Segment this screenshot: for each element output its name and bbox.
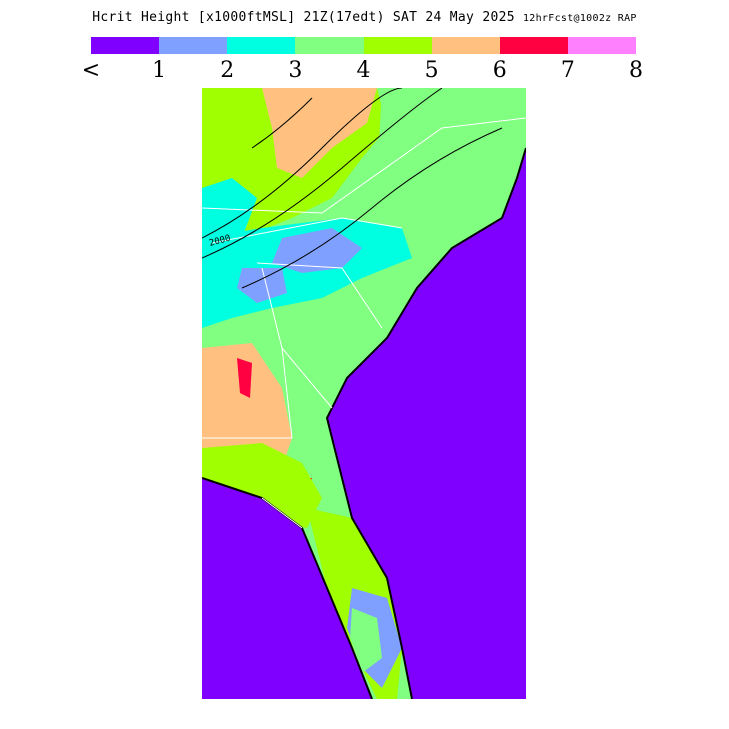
title-main: Hcrit Height [x1000ftMSL] 21Z(17edt) SAT…: [92, 10, 515, 25]
atlantic-ocean: [327, 88, 526, 699]
legend-swatch: [431, 37, 500, 54]
state-borders: [202, 117, 526, 529]
legend-swatch: [227, 37, 296, 54]
legend-swatch: [295, 37, 364, 54]
legend-swatch: [499, 37, 568, 54]
legend-tick-label: 5: [424, 58, 439, 83]
legend-swatch: [91, 37, 160, 54]
south-red-spot-1: [237, 358, 252, 398]
mountain-region-orange: [262, 88, 377, 178]
forecast-map: 2000: [202, 88, 526, 699]
legend-swatch: [363, 37, 432, 54]
legend-tick-label: 1: [152, 58, 167, 83]
coastline: [325, 147, 526, 699]
gulf-of-mexico: [202, 478, 372, 699]
legend-tick-label: 2: [220, 58, 235, 83]
legend-swatch: [567, 37, 636, 54]
map-title: Hcrit Height [x1000ftMSL] 21Z(17edt) SAT…: [0, 10, 729, 25]
gulf-coast-yellowgreen: [202, 443, 322, 528]
legend-tick-label: 4: [356, 58, 371, 83]
legend-tick-label: 8: [629, 58, 643, 83]
legend-tick-label: 3: [288, 58, 303, 83]
color-legend-bar: [91, 37, 636, 54]
legend-tick-label: 7: [560, 58, 575, 83]
legend-tick-label: 6: [492, 58, 507, 83]
northeast-green: [377, 88, 526, 238]
color-legend-ticks: <1 2 3 4 5 6 7 8: [0, 58, 729, 84]
west-blue-patch: [237, 268, 287, 303]
south-orange-area: [202, 343, 292, 478]
legend-swatch: [159, 37, 228, 54]
contour-lines: [202, 88, 503, 289]
florida-green-patch: [350, 608, 382, 673]
legend-tick-label: <: [81, 58, 101, 83]
title-forecast: 12hrFcst@1002z RAP: [522, 13, 637, 24]
